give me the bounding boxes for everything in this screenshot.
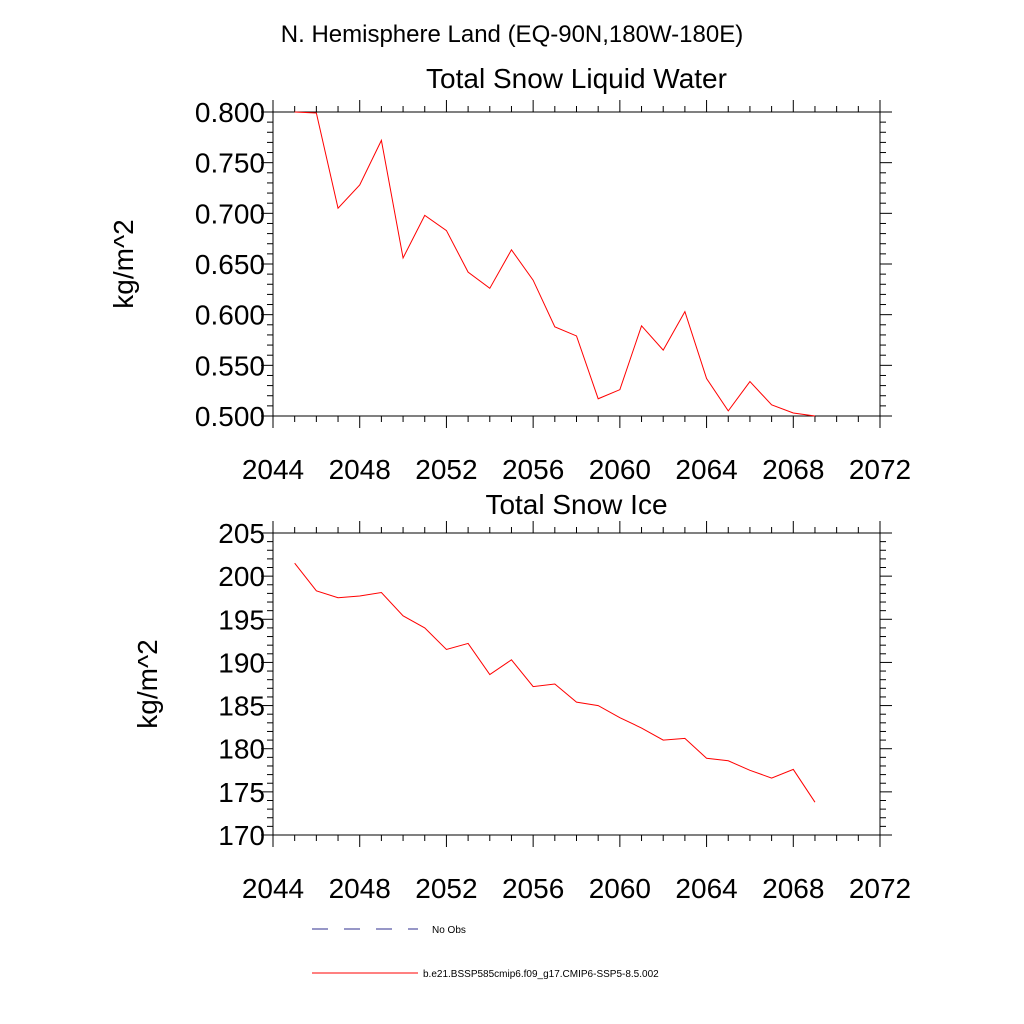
liquid-water-panel: Total Snow Liquid Water 2044 2048 2052 2056 2… bbox=[108, 63, 911, 485]
x-tick-label: 2064 bbox=[675, 454, 737, 485]
y-tick-label: 0.600 bbox=[195, 300, 265, 331]
x-tick-label: 2056 bbox=[502, 454, 564, 485]
snow-ice-panel: Total Snow Ice 2044 2048 2052 2056 2060 2064 20… bbox=[132, 489, 911, 904]
x-tick-label: 2072 bbox=[849, 454, 911, 485]
y-tick-label: 170 bbox=[218, 820, 265, 851]
panel-title: Total Snow Liquid Water bbox=[426, 63, 727, 94]
legend-label-model-run: b.e21.BSSP585cmip6.f09_g17.CMIP6-SSP5-8.… bbox=[423, 969, 659, 980]
plot-frame bbox=[272, 532, 881, 836]
legend: No Obs b.e21.BSSP585cmip6.f09_g17.CMIP6-… bbox=[312, 925, 659, 980]
plot-frame bbox=[272, 111, 881, 417]
y-tick-label: 205 bbox=[218, 518, 265, 549]
x-tick-label: 2044 bbox=[242, 454, 304, 485]
y-tick-label: 180 bbox=[218, 734, 265, 765]
y-tick-label: 0.500 bbox=[195, 401, 265, 432]
y-axis-label: kg/m^2 bbox=[108, 219, 139, 308]
y-tick-label: 0.700 bbox=[195, 198, 265, 229]
x-tick-label: 2060 bbox=[589, 454, 651, 485]
x-tick-label: 2056 bbox=[502, 873, 564, 904]
y-tick-label: 0.750 bbox=[195, 148, 265, 179]
y-tick-label: 0.800 bbox=[195, 97, 265, 128]
y-tick-label: 0.650 bbox=[195, 249, 265, 280]
x-tick-label: 2052 bbox=[415, 454, 477, 485]
y-tick-label: 195 bbox=[218, 604, 265, 635]
y-tick-label: 0.550 bbox=[195, 350, 265, 381]
x-tick-label: 2068 bbox=[762, 454, 824, 485]
series-line-0 bbox=[294, 111, 816, 417]
panel-title: Total Snow Ice bbox=[485, 489, 667, 520]
x-tick-label: 2048 bbox=[329, 873, 391, 904]
x-tick-label: 2068 bbox=[762, 873, 824, 904]
series-line-0 bbox=[294, 562, 816, 803]
x-tick-label: 2072 bbox=[849, 873, 911, 904]
x-tick-label: 2048 bbox=[329, 454, 391, 485]
x-tick-label: 2044 bbox=[242, 873, 304, 904]
x-tick-label: 2052 bbox=[415, 873, 477, 904]
x-tick-label: 2064 bbox=[675, 873, 737, 904]
y-tick-label: 190 bbox=[218, 647, 265, 678]
legend-label-no-obs: No Obs bbox=[432, 925, 466, 936]
x-tick-label: 2060 bbox=[589, 873, 651, 904]
y-tick-label: 200 bbox=[218, 561, 265, 592]
y-axis-label: kg/m^2 bbox=[132, 639, 163, 728]
y-tick-label: 175 bbox=[218, 777, 265, 808]
figure-title: N. Hemisphere Land (EQ-90N,180W-180E) bbox=[281, 21, 743, 48]
y-tick-label: 185 bbox=[218, 691, 265, 722]
